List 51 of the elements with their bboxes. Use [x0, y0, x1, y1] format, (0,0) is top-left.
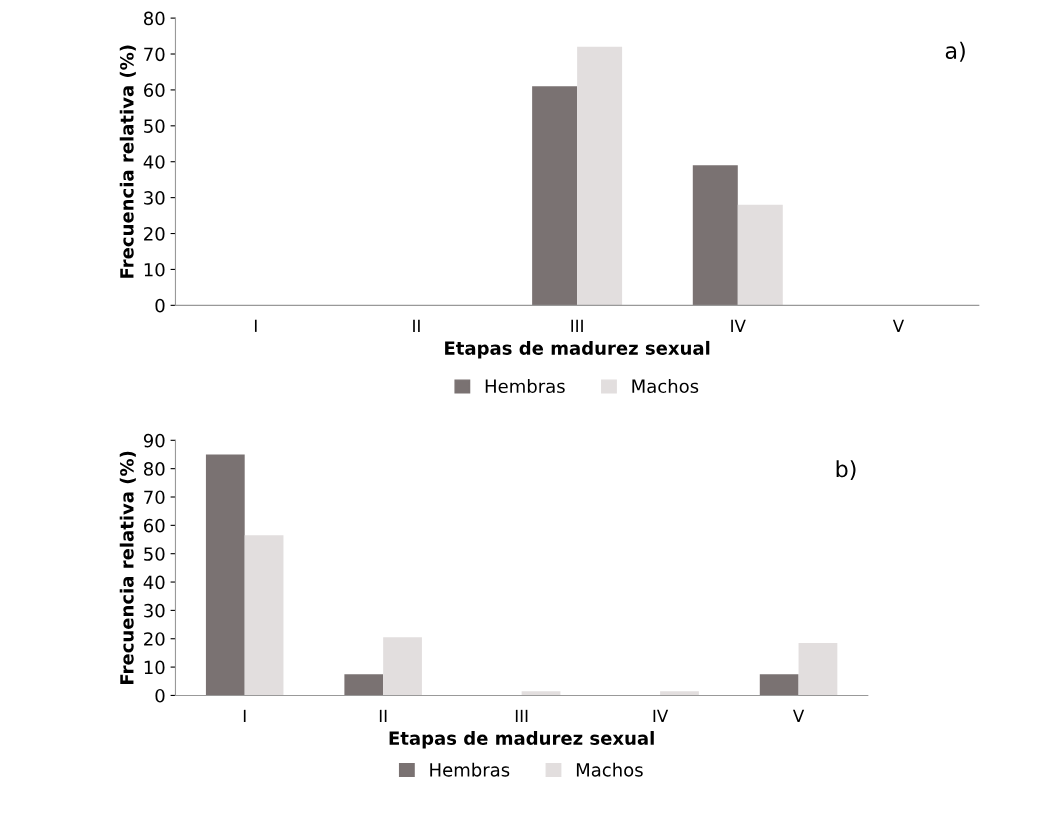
legend-label: Hembras	[430, 762, 510, 777]
bar	[660, 691, 699, 696]
y-tick-label: 40	[143, 155, 165, 169]
y-tick-label: 30	[144, 603, 165, 618]
y-tick-label: 10	[144, 262, 165, 277]
y-tick-label: 60	[144, 518, 165, 533]
y-tick-label: 30	[144, 191, 165, 205]
annotation: b)	[836, 460, 856, 480]
x-tick-label: II	[379, 709, 387, 722]
x-tick-label: I	[254, 319, 257, 332]
annotation: a)	[945, 41, 965, 62]
x-tick-label: IV	[731, 319, 746, 332]
y-axis-title: Frecuencia relativa (%)	[119, 451, 136, 684]
bar	[383, 637, 422, 696]
y-tick-label: 50	[144, 547, 165, 561]
y-tick-label: 0	[155, 298, 165, 313]
bar	[244, 535, 284, 696]
y-tick-label: 60	[144, 83, 165, 98]
bar	[344, 674, 384, 696]
y-tick-label: 20	[144, 226, 165, 241]
x-tick-label: I	[243, 709, 246, 722]
legend-label: Machos	[632, 379, 699, 393]
x-tick-label: II	[413, 319, 420, 332]
bar	[577, 46, 623, 306]
y-axis-title: Frecuencia relativa (%)	[119, 45, 136, 278]
bar	[737, 204, 783, 306]
y-tick-label: 70	[144, 490, 165, 505]
x-tick-label: V	[892, 319, 905, 332]
x-tick-label: III	[515, 709, 528, 722]
legend-label: Machos	[576, 762, 643, 777]
bar	[532, 86, 578, 306]
bar	[521, 691, 561, 696]
bar	[205, 454, 245, 696]
y-tick-label: 90	[143, 433, 165, 448]
x-tick-label: III	[571, 319, 583, 332]
x-tick-label: IV	[653, 709, 669, 722]
y-tick-label: 80	[143, 11, 165, 26]
legend-label: Hembras	[485, 379, 565, 393]
x-axis-title: Etapas de madurez sexual	[445, 340, 710, 359]
y-tick-label: 80	[143, 462, 165, 476]
y-tick-label: 20	[144, 632, 165, 646]
bar	[798, 642, 838, 696]
y-tick-label: 40	[143, 575, 165, 590]
y-tick-label: 70	[144, 47, 165, 62]
x-axis-title: Etapas de madurez sexual	[389, 731, 654, 749]
bar	[759, 674, 799, 696]
y-tick-label: 50	[144, 119, 165, 133]
x-tick-label: V	[792, 709, 805, 722]
y-tick-label: 10	[144, 660, 165, 675]
y-tick-label: 0	[155, 688, 165, 703]
bar	[692, 165, 738, 306]
